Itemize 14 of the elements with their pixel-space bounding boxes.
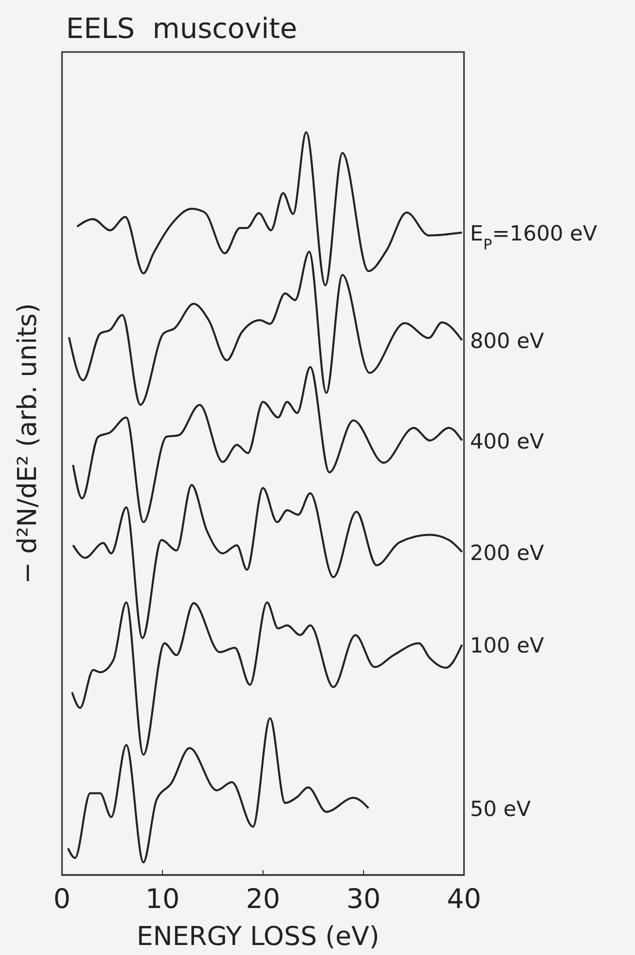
- series-label: 800 eV: [470, 329, 545, 354]
- x-tick-label: 0: [53, 884, 71, 916]
- series-label: 400 eV: [470, 429, 545, 454]
- y-axis-title: − d²N/dE² (arb. units): [13, 303, 43, 584]
- x-axis-title: ENERGY LOSS (eV): [136, 922, 380, 952]
- text: 50 eV: [470, 797, 532, 822]
- series-label: 200 eV: [470, 540, 545, 565]
- series-label: E$_{P}$=1600 eV: [470, 221, 598, 253]
- x-tick-label: 30: [346, 884, 381, 916]
- chart-title: EELS muscovite: [66, 12, 298, 45]
- x-tick-label: 20: [246, 884, 280, 916]
- x-tick-label: 10: [145, 884, 180, 916]
- x-tick-label: 40: [446, 884, 482, 916]
- series-label: 100 eV: [470, 634, 545, 658]
